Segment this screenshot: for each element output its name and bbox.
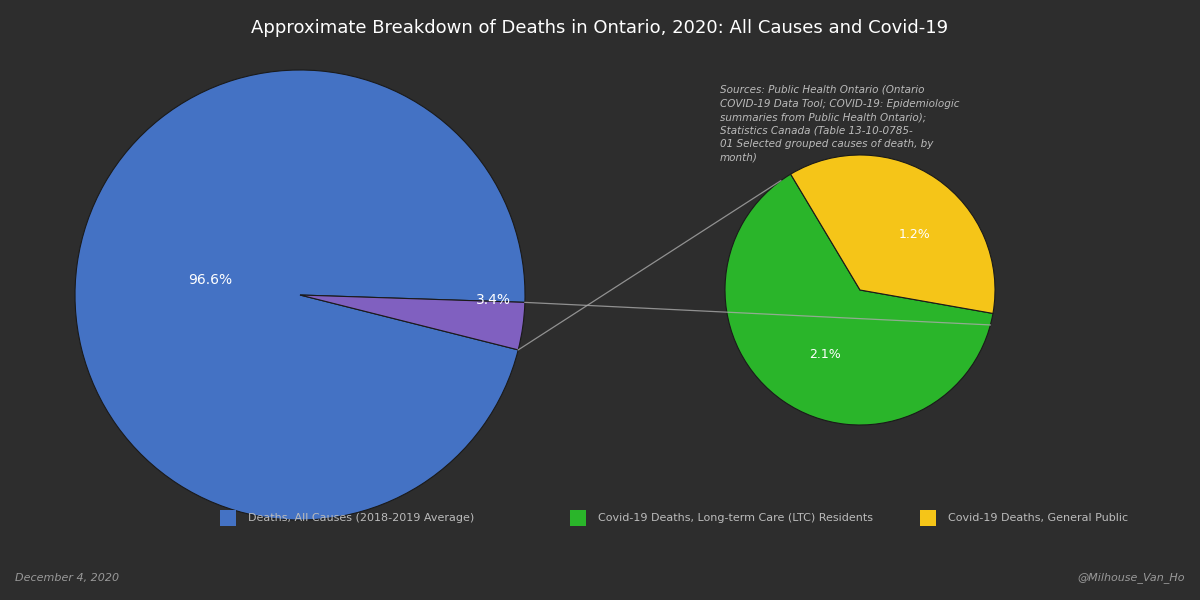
Text: Deaths, All Causes (2018-2019 Average): Deaths, All Causes (2018-2019 Average) xyxy=(248,513,474,523)
Text: December 4, 2020: December 4, 2020 xyxy=(14,573,119,583)
Wedge shape xyxy=(76,70,524,520)
Text: 1.2%: 1.2% xyxy=(899,229,931,241)
Text: @Milhouse_Van_Ho: @Milhouse_Van_Ho xyxy=(1078,572,1186,583)
Wedge shape xyxy=(725,174,992,425)
FancyBboxPatch shape xyxy=(920,510,936,526)
Text: Sources: Public Health Ontario (Ontario
COVID-19 Data Tool; COVID-19: Epidemiolo: Sources: Public Health Ontario (Ontario … xyxy=(720,85,960,163)
FancyBboxPatch shape xyxy=(220,510,236,526)
Text: Covid-19 Deaths, Long-term Care (LTC) Residents: Covid-19 Deaths, Long-term Care (LTC) Re… xyxy=(598,513,874,523)
Wedge shape xyxy=(791,155,995,313)
Text: Approximate Breakdown of Deaths in Ontario, 2020: All Causes and Covid-19: Approximate Breakdown of Deaths in Ontar… xyxy=(252,19,948,37)
Text: 3.4%: 3.4% xyxy=(475,293,510,307)
Text: 2.1%: 2.1% xyxy=(809,349,841,361)
Wedge shape xyxy=(300,295,524,350)
Text: 96.6%: 96.6% xyxy=(188,273,232,287)
FancyBboxPatch shape xyxy=(570,510,586,526)
Text: Covid-19 Deaths, General Public: Covid-19 Deaths, General Public xyxy=(948,513,1128,523)
